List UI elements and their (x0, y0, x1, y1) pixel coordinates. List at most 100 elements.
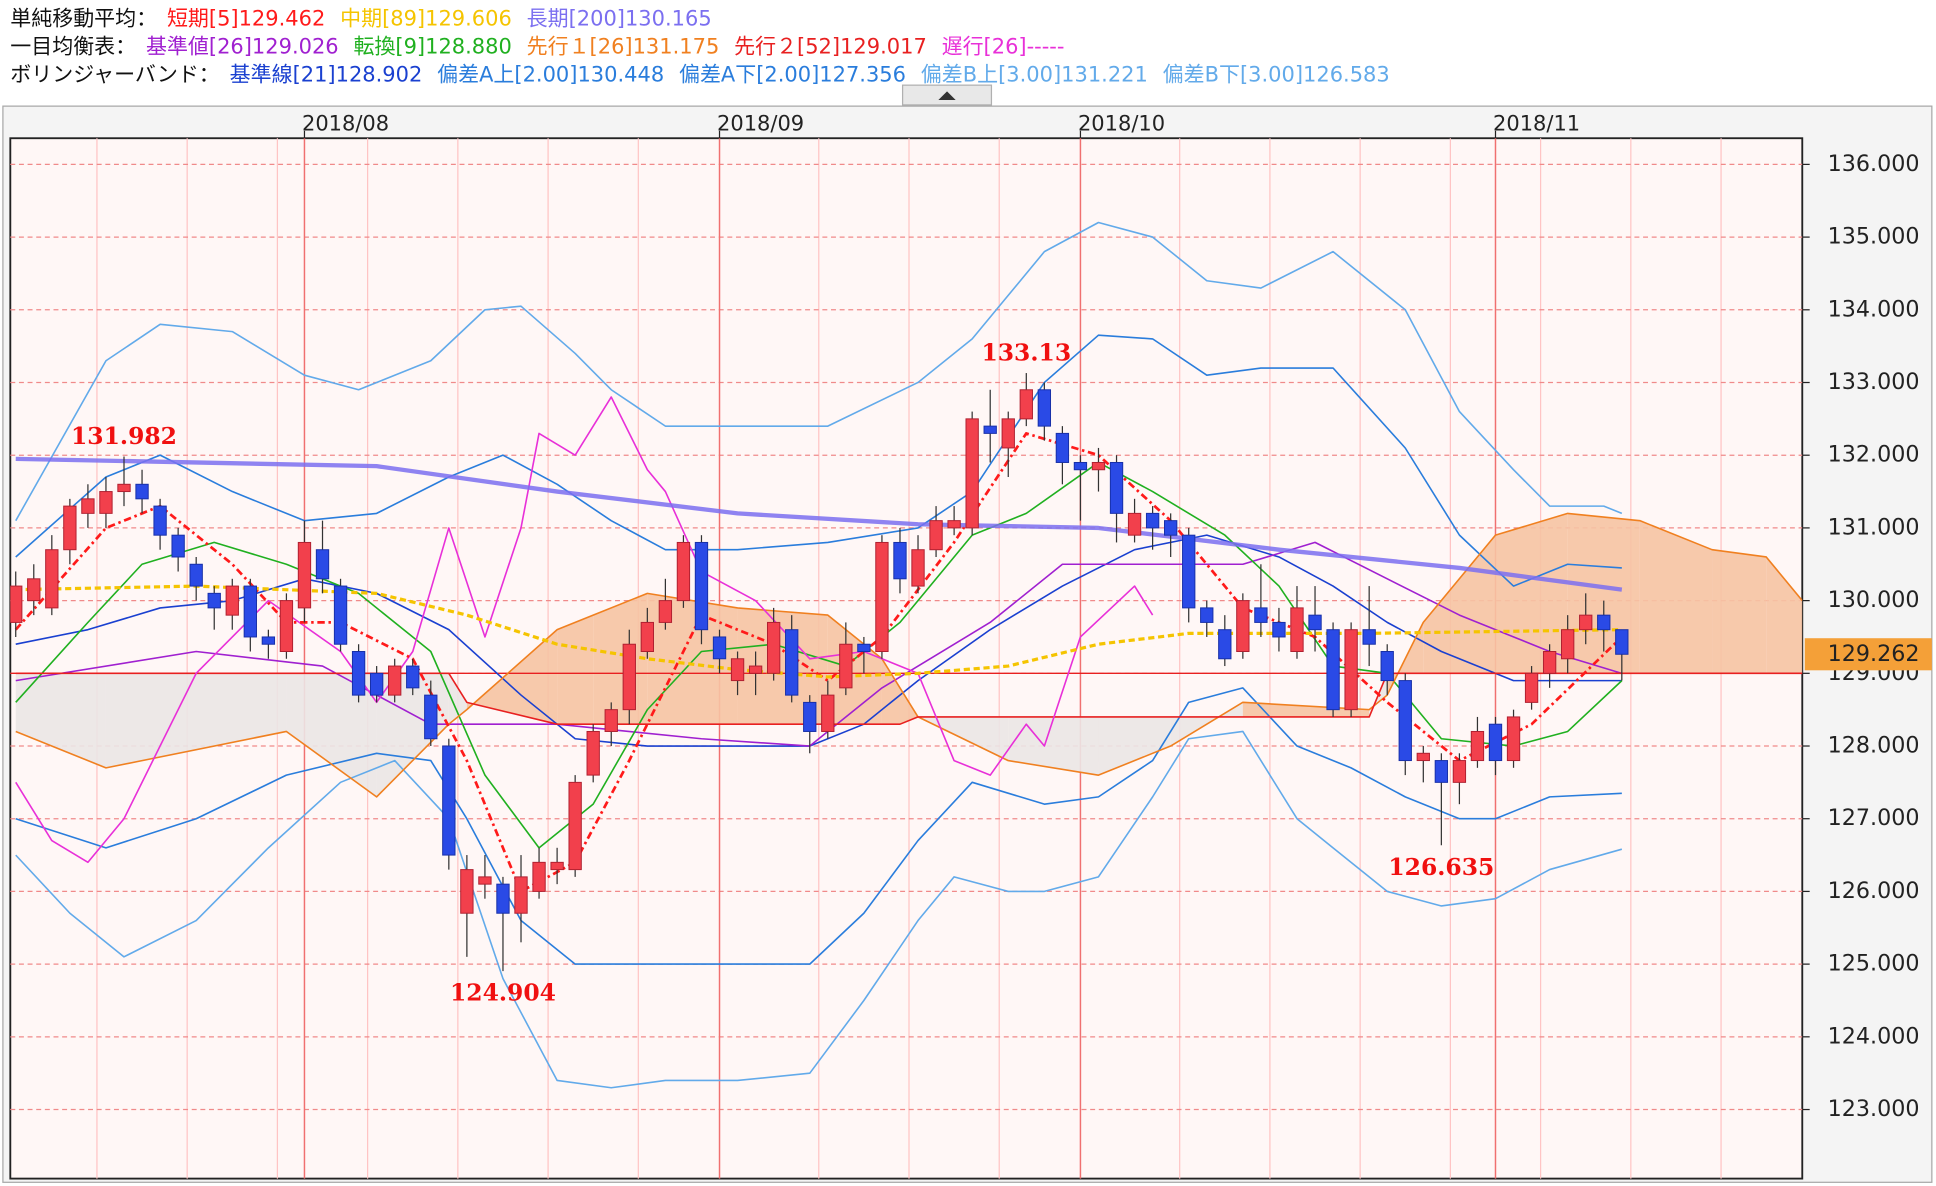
candle-body (640, 621, 654, 652)
cloud-segment (466, 629, 558, 725)
candle-body (1037, 389, 1052, 427)
plot-layer (10, 221, 1803, 1089)
candle-body (45, 549, 59, 609)
candle-body (351, 651, 366, 696)
candle-body (1542, 651, 1557, 674)
candle-body (460, 869, 474, 914)
legend-entry: 長期[200]130.165 (527, 7, 712, 31)
legend-entry: 遅行[26]----- (942, 35, 1065, 59)
candle-body (1506, 716, 1521, 762)
candle-body (388, 665, 402, 696)
candle-body (1524, 672, 1539, 703)
legend-entry: 短期[5]129.462 (167, 7, 325, 31)
candle-body (1200, 607, 1214, 623)
candle-body (947, 520, 961, 529)
candle-body (1579, 614, 1593, 631)
candle-body (369, 672, 384, 696)
legend-entry: 中期[89]129.606 (340, 7, 512, 31)
candle-body (153, 505, 167, 536)
legend-group-label: ボリンジャーバンド： (10, 62, 219, 86)
candle-body (333, 585, 348, 645)
legend-entry: 基準値[26]129.026 (146, 35, 339, 59)
indicator-line (15, 730, 1623, 1089)
candle-body (1362, 629, 1376, 645)
y-tick-label: 130.000 (1828, 587, 1920, 613)
y-tick-label: 123.000 (1828, 1096, 1920, 1122)
candle-body (532, 861, 546, 892)
x-tick-label: 2018/11 (1493, 112, 1580, 136)
candle-body (983, 425, 997, 434)
candle-body (929, 520, 943, 551)
candle-body (766, 621, 781, 674)
candle-body (1398, 680, 1412, 762)
candle-body (1218, 629, 1232, 660)
cloud-segment (105, 673, 287, 768)
x-tick-label: 2018/09 (717, 112, 804, 136)
candle-body (27, 578, 41, 602)
candle-body (604, 709, 618, 732)
candle-body (279, 600, 294, 652)
y-tick-label: 128.000 (1828, 733, 1920, 759)
candle-body (478, 876, 492, 885)
cloud-segment (1098, 716, 1171, 776)
indicator-line (15, 687, 1622, 965)
candle-body (1326, 629, 1340, 711)
candle-body (261, 636, 276, 645)
y-tick-label: 134.000 (1828, 296, 1920, 322)
candle-body (730, 658, 745, 682)
legend-group-label: 単純移動平均： (10, 7, 157, 31)
legend-entry: 偏差A下[2.00]127.356 (679, 62, 906, 86)
candle-body (803, 701, 817, 732)
cloud-segment (737, 607, 828, 725)
y-tick-label: 131.000 (1828, 514, 1920, 540)
y-tick-label: 125.000 (1828, 951, 1920, 977)
cloud-segment (1242, 702, 1370, 717)
candle-body (1127, 512, 1142, 536)
candle-body (99, 491, 113, 514)
indicator-line (15, 456, 1623, 592)
candle-body (1597, 614, 1611, 631)
candle-body (117, 483, 131, 493)
candle-body (1055, 432, 1070, 463)
candle-body (785, 629, 799, 696)
candle-body (1344, 629, 1358, 711)
candle-body (171, 534, 185, 558)
candle-body (10, 585, 23, 623)
candle-body (1470, 730, 1485, 762)
legend-entry: 先行１[26]131.175 (527, 35, 720, 59)
candle-body (1145, 512, 1160, 529)
candle-body (135, 483, 149, 500)
indicator-line (15, 334, 1622, 587)
candle-body (496, 883, 510, 914)
candle-body (1091, 461, 1106, 471)
cloud-segment (1766, 556, 1803, 674)
legend-entry: 偏差A上[2.00]130.448 (437, 62, 664, 86)
y-tick-label: 127.000 (1828, 805, 1920, 831)
candle-body (207, 592, 221, 609)
cloud-segment (286, 673, 377, 797)
candle-body (1236, 600, 1250, 652)
y-tick-label: 135.000 (1828, 224, 1920, 250)
candle-body (1416, 752, 1430, 762)
x-tick-label: 2018/10 (1078, 112, 1165, 136)
candle-body (1290, 607, 1304, 652)
candle-body (622, 643, 636, 711)
candle-body (189, 563, 203, 587)
collapse-button[interactable] (901, 84, 993, 106)
price-annotation: 133.13 (981, 339, 1071, 367)
candle-body (1434, 760, 1449, 783)
candle-body (297, 541, 312, 609)
last-price-box (1804, 638, 1932, 671)
candle-body (1308, 614, 1322, 631)
header: 単純移動平均： 短期[5]129.462 中期[89]129.606 長期[200]1… (10, 7, 1389, 87)
candle-body (243, 585, 257, 638)
candle-body (893, 541, 907, 580)
candle-body (839, 643, 853, 689)
candle-body (658, 600, 673, 623)
legend-entry: 偏差B下[3.00]126.583 (1163, 62, 1390, 86)
y-tick-label: 126.000 (1828, 878, 1920, 904)
candle-body (1615, 629, 1629, 655)
candle-body (225, 585, 239, 616)
candle-body (1488, 723, 1503, 762)
